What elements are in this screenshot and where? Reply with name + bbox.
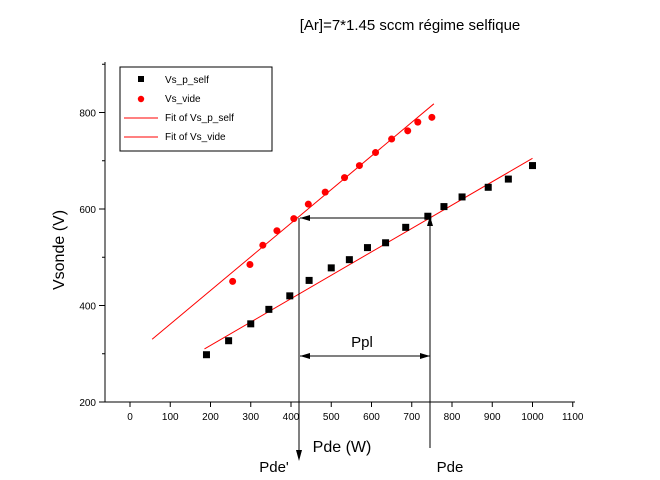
- y-tick-label: 800: [79, 109, 96, 120]
- x-tick-label: 1100: [562, 412, 584, 423]
- point-vs-p-self: [382, 239, 390, 247]
- x-tick-label: 0: [127, 412, 133, 423]
- x-tick-label: 900: [484, 412, 501, 423]
- x-tick-label: 600: [363, 412, 380, 423]
- ppl-arrowhead-left: [300, 353, 310, 359]
- axes: [104, 62, 575, 403]
- x-axis-title: Pde (W): [313, 439, 372, 456]
- point-vs-vide: [290, 215, 298, 223]
- point-vs-vide: [355, 162, 363, 170]
- ticks: 0 100 200 300 400 500 600 700 800 900 1000 1100 200 4…: [79, 63, 584, 423]
- data-points: [202, 113, 536, 359]
- point-vs-p-self: [440, 203, 448, 211]
- point-vs-p-self: [305, 276, 313, 284]
- y-tick-label: 200: [79, 398, 96, 409]
- point-vs-vide: [229, 277, 237, 285]
- pde-label: Pde: [437, 459, 464, 476]
- legend-marker-vs-p-self: [138, 76, 144, 82]
- annotations: Ppl Pde' Pde: [259, 215, 463, 476]
- point-vs-vide: [341, 174, 349, 182]
- y-axis-title: Vsonde (V): [51, 210, 68, 290]
- point-vs-p-self: [345, 256, 353, 264]
- connector-arrowhead: [300, 215, 310, 221]
- ppl-label: Ppl: [351, 334, 373, 351]
- point-vs-p-self: [247, 320, 255, 328]
- point-vs-vide: [372, 149, 380, 157]
- legend-label-fit-vs-vide: Fit of Vs_vide: [165, 132, 226, 143]
- point-vs-vide: [246, 260, 254, 268]
- point-vs-vide: [388, 135, 396, 143]
- fit-line-vs-p-self: [204, 157, 533, 350]
- point-vs-p-self: [424, 212, 432, 220]
- y-tick-label: 400: [79, 302, 96, 313]
- legend-label-vs-p-self: Vs_p_self: [165, 75, 209, 86]
- point-vs-vide: [414, 118, 422, 126]
- point-vs-p-self: [225, 337, 233, 345]
- point-vs-p-self: [265, 305, 273, 313]
- legend-marker-vs-vide: [137, 95, 145, 103]
- point-vs-p-self: [484, 183, 492, 191]
- x-tick-label: 200: [202, 412, 219, 423]
- x-tick-label: 100: [162, 412, 179, 423]
- legend-label-fit-vs-p-self: Fit of Vs_p_self: [165, 113, 234, 124]
- point-vs-p-self: [504, 175, 512, 183]
- point-vs-vide: [404, 127, 412, 135]
- point-vs-p-self: [529, 162, 536, 170]
- x-tick-label: 700: [403, 412, 420, 423]
- point-vs-vide: [273, 227, 281, 235]
- pde-arrowhead-up: [427, 216, 433, 226]
- point-vs-p-self: [327, 264, 335, 272]
- pde-prime-arrowhead: [296, 450, 302, 461]
- point-vs-vide: [259, 241, 267, 249]
- point-vs-vide: [428, 113, 436, 121]
- pde-prime-label: Pde': [259, 459, 289, 476]
- ppl-arrowhead-right: [420, 353, 430, 359]
- point-vs-p-self: [202, 351, 210, 359]
- point-vs-p-self: [363, 244, 371, 252]
- y-tick-label: 600: [79, 205, 96, 216]
- chart-title: [Ar]=7*1.45 sccm régime selfique: [300, 17, 521, 34]
- point-vs-p-self: [458, 193, 466, 201]
- x-tick-label: 500: [323, 412, 340, 423]
- legend-label-vs-vide: Vs_vide: [165, 94, 201, 105]
- x-tick-label: 1000: [521, 412, 544, 423]
- x-tick-label: 400: [283, 412, 300, 423]
- legend: Vs_p_self Vs_vide Fit of Vs_p_self Fit o…: [119, 66, 273, 152]
- point-vs-vide: [321, 188, 329, 196]
- x-tick-label: 800: [444, 412, 461, 423]
- point-vs-p-self: [286, 292, 294, 300]
- point-vs-vide: [304, 200, 312, 208]
- x-tick-label: 300: [242, 412, 259, 423]
- point-vs-p-self: [402, 223, 410, 231]
